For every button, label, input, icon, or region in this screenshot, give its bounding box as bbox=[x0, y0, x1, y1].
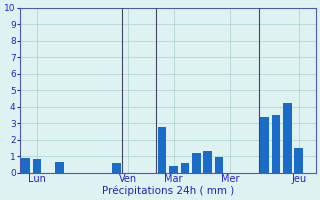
Bar bbox=[181, 163, 189, 173]
Bar bbox=[21, 158, 30, 173]
Bar bbox=[283, 103, 292, 173]
Bar bbox=[215, 157, 223, 173]
Bar bbox=[158, 127, 166, 173]
X-axis label: Précipitations 24h ( mm ): Précipitations 24h ( mm ) bbox=[102, 185, 234, 196]
Bar bbox=[55, 162, 64, 173]
Bar bbox=[169, 166, 178, 173]
Bar bbox=[260, 117, 269, 173]
Bar bbox=[33, 159, 41, 173]
Bar bbox=[112, 163, 121, 173]
Bar bbox=[272, 115, 280, 173]
Bar bbox=[192, 153, 201, 173]
Bar bbox=[204, 151, 212, 173]
Bar bbox=[294, 148, 303, 173]
